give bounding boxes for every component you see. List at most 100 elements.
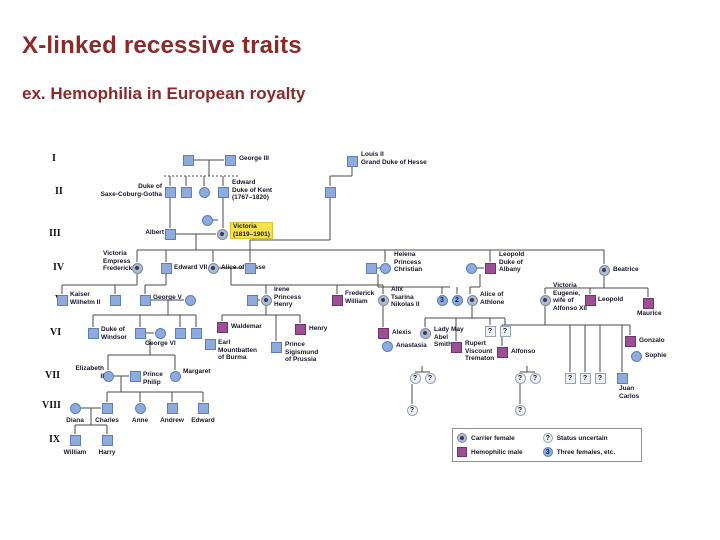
legend-label: Hemophilic male (471, 448, 523, 456)
generation-label-vi: VI (50, 327, 62, 338)
pedigree-male-symbol-61: ? (594, 372, 606, 384)
legend-item-carrier-female: Carrier female (457, 433, 543, 443)
generation-label-iv: IV (53, 262, 65, 273)
pedigree-label-earl-mountbatten-of-burma: Earl Mountbatten of Burma (218, 339, 257, 362)
pedigree-label-edward-duke-of-kent-1767-182: Edward Duke of Kent (1767–1820) (232, 179, 273, 202)
pedigree-female-symbol-victoria-1819-1901 (216, 228, 228, 240)
pedigree-label-beatrice: Beatrice (613, 266, 639, 273)
pedigree-label-victoria-1819-1901: Victoria (1819–1901) (230, 221, 273, 240)
pedigree-female-symbol-23 (184, 294, 196, 306)
pedigree-label-gonzalo: Gonzalo (639, 337, 665, 344)
pedigree-label-juan-carlos: Juan Carlos (619, 385, 640, 400)
pedigree-label-alix-tsarina-nikolas-ii: Alix Tsarina Nikolas II (391, 286, 420, 309)
generation-label-ii: II (55, 186, 63, 197)
carrier-dot-icon (423, 331, 427, 335)
pedigree-male-symbol-7 (324, 186, 336, 198)
pedigree-male-symbol-frederick-william (331, 294, 343, 306)
pedigree-legend: Carrier female Hemophilic male? Status unc… (452, 428, 642, 462)
pedigree-label-albert: Albert (145, 229, 164, 236)
pedigree-female-symbol-68: ? (406, 404, 418, 416)
pedigree-female-symbol-alix-tsarina-nikolas-ii (377, 294, 389, 306)
pedigree-label-leopold: Leopold (598, 296, 624, 303)
pedigree-label-prince-sigismund-of-prussia: Prince Sigismund of Prussia (285, 341, 319, 364)
pedigree-female-symbol-17 (465, 262, 477, 274)
pedigree-label-maurice: Maurice (637, 310, 662, 317)
pedigree-male-symbol-duke-of-saxe-coburg-gotha (164, 186, 176, 198)
pedigree-female-symbol-victoria-eugenie-wife-of-alf (539, 294, 551, 306)
pedigree-label-lady-may-abel-smith: Lady May Abel Smith (434, 326, 464, 349)
pedigree-female-symbol-elizabeth-ii (102, 370, 114, 382)
generation-label-ix: IX (49, 434, 61, 445)
pedigree-female-symbol-8 (201, 214, 213, 226)
page-title: X-linked recessive traits (22, 32, 302, 60)
pedigree-male-symbol-gonzalo (624, 335, 636, 347)
pedigree-female-symbol-57: ? (514, 372, 526, 384)
pedigree-male-symbol-60: ? (579, 372, 591, 384)
pedigree-male-symbol-andrew (166, 402, 178, 414)
pedigree-label-alexis: Alexis (392, 329, 412, 336)
pedigree-label-irene-princess-henry: Irene Princess Henry (274, 286, 302, 309)
pedigree-male-symbol-duke-of-windsor (87, 327, 99, 339)
pedigree-male-symbol-kaiser-wilhelm-ii (56, 294, 68, 306)
hemophilic-male-icon (457, 447, 467, 457)
generation-label-iii: III (49, 228, 61, 239)
pedigree-male-symbol-leopold (584, 294, 596, 306)
pedigree-label-anne: Anne (131, 417, 149, 424)
pedigree-label-elizabeth-ii: Elizabeth II (75, 365, 104, 380)
pedigree-male-symbol-prince-sigismund-of-prussia (270, 341, 282, 353)
carrier-dot-icon (460, 436, 464, 440)
pedigree-male-symbol-waldemar (216, 321, 228, 333)
pedigree-label-louis-ii-grand-duke-of-hesse: Louis II Grand Duke of Hesse (361, 151, 427, 166)
pedigree-male-symbol-15 (365, 262, 377, 274)
pedigree-label-margaret: Margaret (183, 368, 211, 375)
pedigree-label-alice-of-athlone: Alice of Athlone (480, 291, 505, 306)
generation-label-vii: VII (45, 370, 61, 381)
pedigree-label-duke-of-saxe-coburg-gotha: Duke of Saxe-Coburg-Gotha (100, 183, 162, 198)
carrier-dot-icon (220, 232, 224, 236)
pedigree-male-symbol-albert (164, 228, 176, 240)
pedigree-label-prince-philip: Prince Philip (143, 371, 163, 386)
pedigree-male-symbol-earl-mountbatten-of-burma (204, 338, 216, 350)
pedigree-male-symbol-47: ? (484, 325, 496, 337)
pedigree-female-symbol-sophie (630, 350, 642, 362)
pedigree-female-symbol-irene-princess-henry (260, 294, 272, 306)
carrier-dot-icon (264, 298, 268, 302)
legend-label: Three females, etc. (556, 448, 616, 456)
legend-label: Status uncertain (556, 434, 608, 442)
pedigree-male-symbol-rupert-viscount-trematon (450, 341, 462, 353)
pedigree-male-symbol-george-v (139, 294, 151, 306)
pedigree-male-symbol-charles (101, 402, 113, 414)
pedigree-male-symbol-24 (246, 294, 258, 306)
pedigree-label-george-iii: George III (239, 155, 269, 162)
pedigree-male-symbol-21 (109, 294, 121, 306)
pedigree-female-symbol-56: ? (424, 372, 436, 384)
pedigree-male-symbol-edward (197, 402, 209, 414)
pedigree-female-symbol-55: ? (409, 372, 421, 384)
legend-item-hemophilic-male: Hemophilic male (457, 447, 543, 457)
pedigree-label-george-vi: George VI (145, 340, 176, 347)
pedigree-male-symbol-william (69, 434, 81, 446)
pedigree-label-waldemar: Waldemar (231, 323, 262, 330)
pedigree-female-symbol-beatrice (598, 264, 610, 276)
pedigree-female-symbol-anne (134, 402, 146, 414)
pedigree-label-helena-princess-christian: Helena Princess Christian (394, 251, 423, 274)
pedigree-female-symbol-victoria-empress-frederick (131, 262, 143, 274)
pedigree-male-symbol-juan-carlos (616, 372, 628, 384)
pedigree-female-symbol-29: 2 (451, 294, 463, 306)
pedigree-label-alice-of-hesse: Alice of Hesse (221, 264, 266, 271)
carrier-female-icon (457, 433, 467, 443)
pedigree-female-symbol-36 (154, 327, 166, 339)
pedigree-label-charles: Charles (95, 417, 119, 424)
pedigree-male-symbol-edward-vii (160, 262, 172, 274)
pedigree-male-symbol-38 (190, 327, 202, 339)
pedigree-label-frederick-william: Frederick William (345, 290, 375, 305)
page-subtitle: ex. Hemophilia in European royalty (22, 84, 306, 104)
pedigree-male-symbol-louis-ii-grand-duke-of-hesse (346, 155, 358, 167)
pedigree-label-sophie: Sophie (645, 352, 667, 359)
pedigree-male-symbol-alfonso (496, 346, 508, 358)
pedigree-label-alfonso: Alfonso (511, 348, 536, 355)
pedigree-male-symbol-maurice (642, 297, 654, 309)
pedigree-label-andrew: Andrew (160, 417, 184, 424)
